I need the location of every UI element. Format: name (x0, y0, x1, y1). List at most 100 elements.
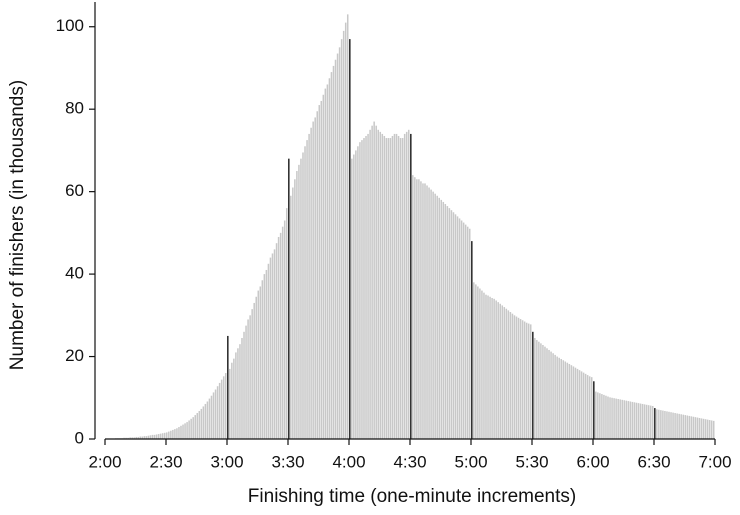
bar (666, 411, 668, 439)
bar (599, 393, 601, 439)
bar (479, 288, 481, 439)
bar (379, 131, 382, 439)
bar (456, 216, 459, 439)
y-tick-label: 60 (65, 181, 84, 200)
bar (576, 368, 579, 439)
bar (377, 129, 379, 439)
bar (422, 183, 424, 439)
bar (273, 249, 276, 439)
bar (292, 187, 294, 439)
bar (237, 348, 239, 439)
bar (298, 164, 300, 439)
bar (267, 263, 270, 439)
bar (698, 417, 701, 439)
bar (182, 424, 184, 439)
bar (688, 415, 691, 439)
bar (168, 431, 170, 439)
bar (399, 138, 402, 439)
bar (529, 324, 532, 439)
bar (682, 414, 684, 439)
bar (363, 138, 365, 439)
bar (159, 433, 162, 439)
bar (450, 210, 453, 439)
bar (548, 349, 550, 439)
bar (322, 94, 325, 440)
bar (222, 376, 225, 439)
bar (515, 316, 518, 439)
bar (692, 416, 695, 439)
bar (633, 402, 636, 439)
bar (393, 133, 396, 439)
bar (574, 367, 577, 439)
bar (607, 396, 609, 439)
bar (261, 280, 264, 439)
y-tick-label: 20 (65, 346, 84, 365)
bar (198, 410, 201, 439)
bar (523, 321, 526, 439)
bar (446, 206, 449, 439)
highlight-bar (349, 39, 351, 440)
bar (302, 152, 304, 439)
bar (247, 319, 249, 439)
bar (464, 224, 467, 439)
bar (674, 413, 676, 439)
bar (540, 343, 542, 439)
bar (586, 375, 589, 439)
bar (629, 401, 632, 439)
bar (501, 305, 504, 439)
bar (595, 391, 597, 439)
bar (582, 372, 585, 439)
bar (680, 414, 682, 439)
bar (613, 398, 615, 439)
bar (493, 298, 495, 439)
bar (397, 135, 400, 440)
bar (145, 436, 148, 439)
bar (306, 140, 308, 439)
bar (670, 412, 672, 439)
bar (686, 415, 689, 439)
bar (330, 72, 333, 440)
bar (556, 356, 558, 439)
bar (444, 204, 447, 439)
bar (499, 303, 501, 439)
bar (387, 138, 390, 439)
bar (639, 403, 642, 439)
bar (684, 415, 687, 439)
bar (235, 352, 237, 439)
bar (527, 323, 530, 439)
bar (601, 394, 603, 439)
bar (554, 354, 556, 439)
bar (161, 433, 164, 439)
bar (277, 236, 280, 439)
x-tick-label: 6:30 (637, 452, 670, 471)
bar (263, 274, 266, 439)
bar (155, 434, 158, 439)
bar (700, 418, 703, 439)
bar (316, 111, 318, 439)
x-tick-label: 3:00 (210, 452, 243, 471)
highlight-bar (471, 241, 473, 439)
bar (271, 253, 274, 439)
y-tick-label: 0 (75, 428, 84, 447)
bar (346, 14, 349, 440)
bar (570, 365, 573, 439)
bar (170, 430, 172, 439)
bar (558, 357, 560, 439)
bar (643, 404, 646, 439)
bar (491, 298, 493, 439)
bar (440, 199, 443, 439)
bar (694, 417, 697, 439)
bar (509, 312, 512, 439)
bar (328, 78, 331, 440)
x-tick-label: 4:30 (393, 452, 426, 471)
bar (430, 189, 432, 439)
bar (385, 138, 388, 439)
highlight-bar (288, 158, 290, 439)
bar (239, 344, 241, 439)
bar (475, 284, 477, 439)
bar (231, 362, 233, 439)
bar (367, 133, 369, 439)
bar (283, 220, 286, 439)
bar (623, 400, 626, 439)
